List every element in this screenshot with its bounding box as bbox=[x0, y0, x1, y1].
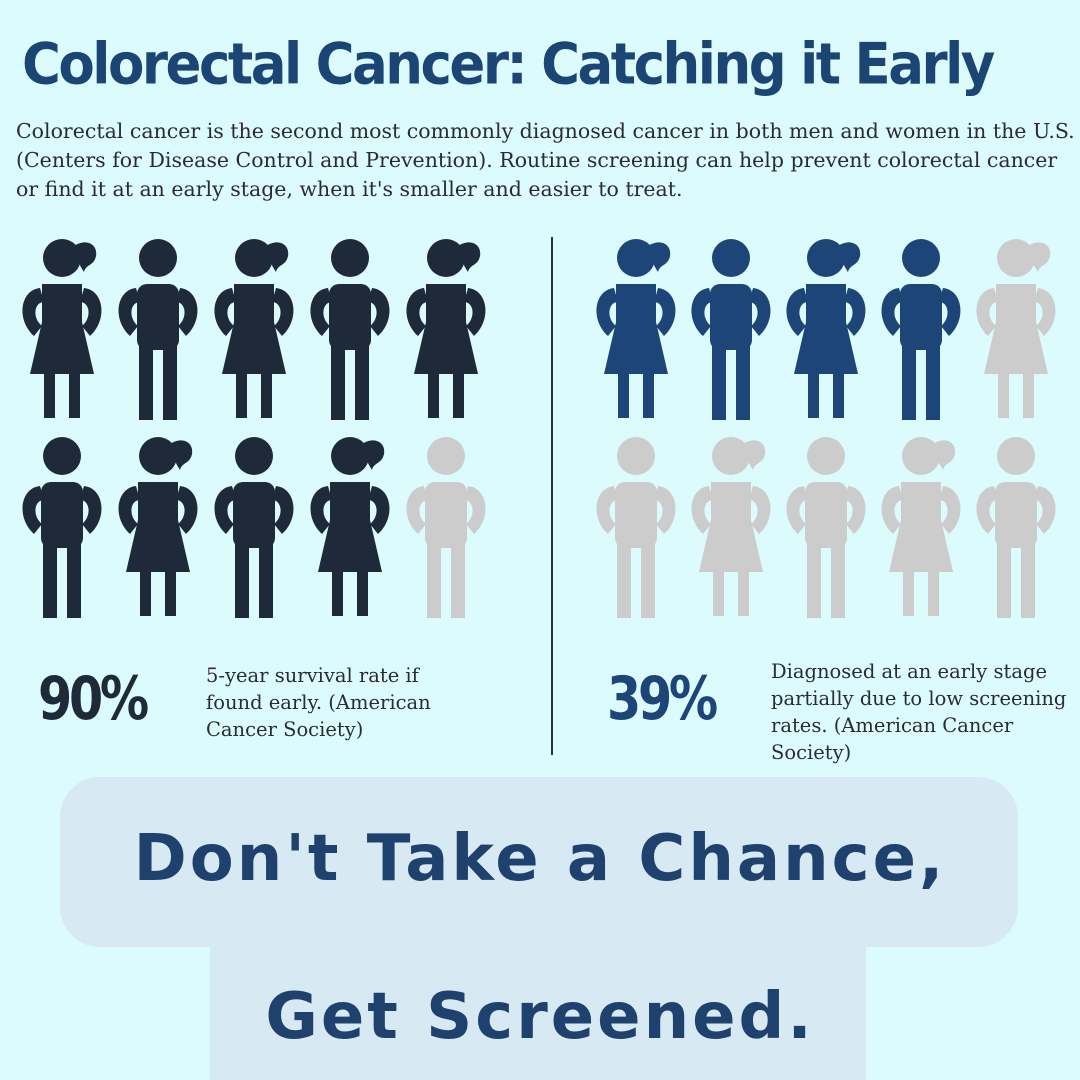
early-diagnosis-description: Diagnosed at an early stage partially du… bbox=[771, 660, 1067, 764]
intro-paragraph: Colorectal cancer is the second most com… bbox=[16, 119, 1075, 201]
screening-male-figure-icon bbox=[778, 434, 874, 624]
survival-female-figure-icon bbox=[206, 236, 302, 426]
survival-male-figure-icon bbox=[14, 434, 110, 624]
cta-line-2: Get Screened. bbox=[265, 980, 815, 1054]
divider bbox=[551, 237, 553, 755]
screening-female-figure-icon bbox=[588, 236, 684, 426]
early-diagnosis-percent: 39% bbox=[607, 664, 718, 734]
cta-banner-lower bbox=[210, 900, 866, 1080]
survival-male-figure-icon bbox=[110, 236, 206, 426]
survival-male-figure-icon bbox=[302, 236, 398, 426]
survival-female-figure-icon bbox=[14, 236, 110, 426]
screening-male-figure-icon bbox=[873, 236, 969, 426]
screening-male-figure-icon bbox=[683, 236, 779, 426]
survival-female-figure-icon bbox=[110, 434, 206, 624]
survival-female-figure-icon bbox=[398, 236, 494, 426]
survival-female-figure-icon bbox=[302, 434, 398, 624]
survival-male-figure-icon bbox=[206, 434, 302, 624]
screening-female-figure-icon bbox=[873, 434, 969, 624]
survival-percent: 90% bbox=[38, 664, 149, 734]
screening-male-figure-icon bbox=[588, 434, 684, 624]
survival-male-figure-icon bbox=[398, 434, 494, 624]
cta-line-1: Don't Take a Chance, bbox=[133, 822, 947, 896]
survival-description: 5-year survival rate if found early. (Am… bbox=[206, 664, 431, 741]
screening-female-figure-icon bbox=[683, 434, 779, 624]
screening-female-figure-icon bbox=[968, 236, 1064, 426]
page-title: Colorectal Cancer: Catching it Early bbox=[22, 31, 995, 98]
screening-female-figure-icon bbox=[778, 236, 874, 426]
screening-male-figure-icon bbox=[968, 434, 1064, 624]
